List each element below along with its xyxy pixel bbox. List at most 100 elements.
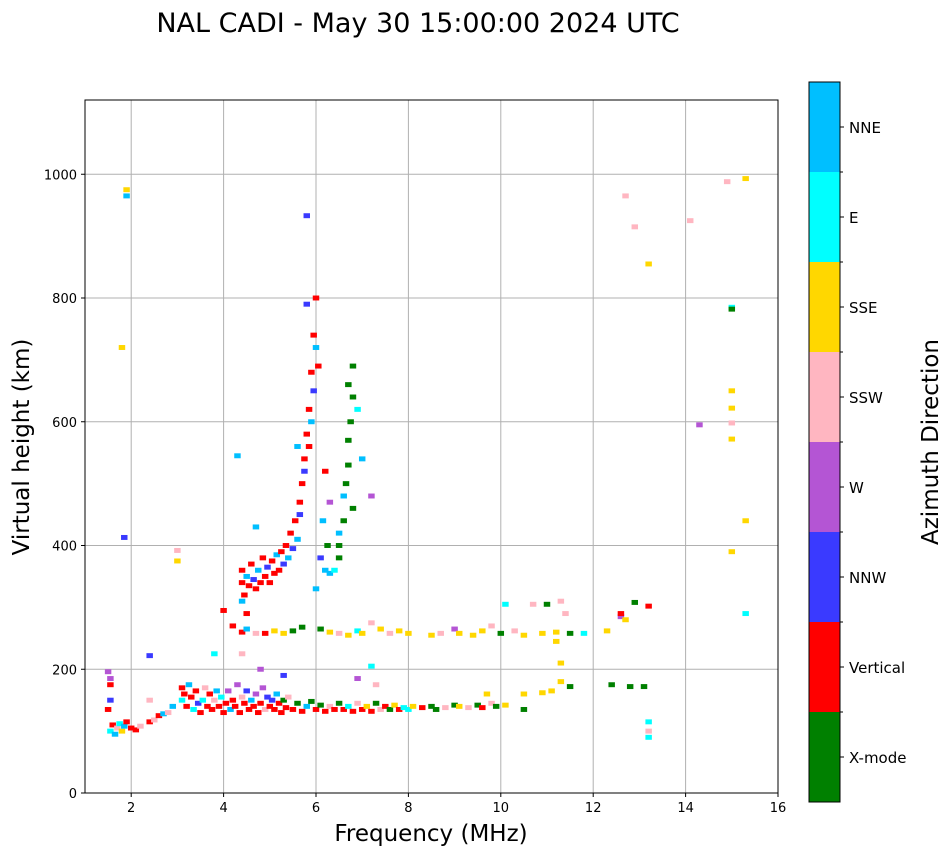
data-point-w <box>257 666 264 672</box>
data-point-ssw <box>354 700 361 706</box>
data-point-nne <box>243 626 250 632</box>
data-point-vertical <box>331 706 338 712</box>
data-point-vertical <box>208 706 216 712</box>
data-point-sse <box>539 630 546 636</box>
data-point-w <box>696 422 703 428</box>
data-point-vertical <box>257 580 264 586</box>
y-axis-ticks: 0 200 400 600 800 1000 <box>44 168 85 802</box>
data-point-x-mode <box>543 601 551 607</box>
data-point-vertical <box>146 719 153 725</box>
data-point-nnw <box>121 534 128 540</box>
data-point-vertical <box>220 710 227 716</box>
data-point-nnw <box>264 564 271 570</box>
y-tick-label: 400 <box>52 540 77 555</box>
data-point-ssw <box>368 620 375 626</box>
data-point-vertical <box>245 706 253 712</box>
data-point-ssw <box>252 630 260 636</box>
data-point-ssw <box>261 706 269 712</box>
data-point-x-mode <box>640 684 648 690</box>
data-point-nnw <box>280 561 287 567</box>
data-point-vertical <box>315 363 322 369</box>
data-point-nne <box>234 453 241 459</box>
data-point-sse <box>520 632 528 638</box>
data-point-vertical <box>278 549 285 555</box>
data-point-sse <box>603 628 611 634</box>
data-point-vertical <box>278 710 285 716</box>
data-point-sse <box>483 691 491 697</box>
data-point-vertical <box>238 567 246 573</box>
data-point-vertical <box>231 703 239 709</box>
y-tick-label: 0 <box>69 787 77 802</box>
x-axis-label: Frequency (MHz) <box>334 821 527 847</box>
data-point-ssw <box>238 694 246 700</box>
data-point-vertical <box>123 719 130 725</box>
data-point-vertical <box>248 561 255 567</box>
data-point-nnw <box>264 694 271 700</box>
data-point-sse <box>118 728 126 734</box>
data-point-vertical <box>261 573 269 579</box>
colorbar-label-ssw: SSW <box>849 389 883 407</box>
data-point-x-mode <box>280 697 287 703</box>
data-point-vertical <box>395 706 403 712</box>
data-point-ssw <box>146 697 153 703</box>
data-point-x-mode <box>298 624 306 630</box>
x-tick-label: 2 <box>127 801 135 816</box>
data-point-nnw <box>296 512 304 518</box>
data-point-sse <box>455 630 463 636</box>
data-point-ssw <box>137 723 144 729</box>
data-point-vertical <box>301 456 308 462</box>
data-point-vertical <box>322 468 329 474</box>
colorbar: X-mode Vertical NNW W SSW SSE E NNE <box>808 81 906 803</box>
data-point-sse <box>271 628 278 634</box>
colorbar-label-nne: NNE <box>849 119 881 137</box>
data-point-vertical <box>296 499 304 505</box>
data-point-nnw <box>194 700 202 706</box>
data-point-x-mode <box>608 682 615 688</box>
data-point-ssw <box>465 705 472 711</box>
data-point-ssw <box>114 725 121 731</box>
data-point-x-mode <box>349 363 357 369</box>
data-point-nne <box>294 536 301 542</box>
data-point-vertical <box>479 705 486 711</box>
data-point-nne <box>273 552 280 558</box>
data-point-x-mode <box>317 702 324 708</box>
data-point-ssw <box>326 703 334 709</box>
colorbar-label-vertical: Vertical <box>849 659 905 677</box>
data-point-vertical <box>183 703 190 709</box>
data-point-e <box>199 697 207 703</box>
data-point-nne <box>340 493 347 499</box>
data-point-sse <box>728 436 736 442</box>
data-point-e <box>116 721 123 727</box>
colorbar-segment-nnw <box>809 532 840 622</box>
data-point-sse <box>363 703 371 709</box>
data-point-w <box>354 676 361 682</box>
data-point-nne <box>111 731 119 737</box>
data-point-x-mode <box>566 630 574 636</box>
data-point-w <box>326 499 334 505</box>
data-point-e <box>218 694 225 700</box>
data-point-vertical <box>243 611 250 617</box>
data-point-vertical <box>312 706 320 712</box>
data-point-vertical <box>261 630 269 636</box>
data-point-sse <box>280 630 287 636</box>
data-point-nnw <box>146 653 153 659</box>
data-point-vertical <box>266 580 274 586</box>
data-point-vertical <box>303 431 310 437</box>
data-point-vertical <box>241 592 248 598</box>
data-point-sse <box>174 558 181 564</box>
data-point-w <box>617 614 625 620</box>
data-point-x-mode <box>492 703 500 709</box>
data-point-vertical <box>340 706 347 712</box>
y-tick-label: 1000 <box>44 168 77 183</box>
data-point-x-mode <box>428 703 435 709</box>
colorbar-segment-vertical <box>809 622 840 712</box>
data-point-x-mode <box>728 306 736 312</box>
data-point-nnw <box>280 672 287 678</box>
data-point-vertical <box>250 703 257 709</box>
data-point-vertical <box>220 607 227 613</box>
colorbar-segment-sse <box>809 262 840 352</box>
data-point-x-mode <box>432 706 440 712</box>
data-point-vertical <box>127 725 135 731</box>
colorbar-segment-ssw <box>809 352 840 442</box>
